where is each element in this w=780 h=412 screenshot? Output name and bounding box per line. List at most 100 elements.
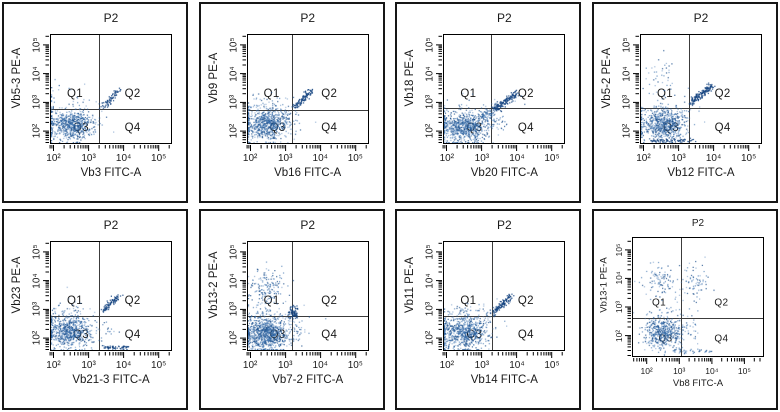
quadrant-label-q1: Q1	[67, 88, 83, 101]
x-tick-label: 10²	[439, 360, 455, 371]
x-tick-label: 10⁵	[741, 153, 757, 164]
quadrant-gate-horizontal-line[interactable]	[51, 316, 171, 318]
quadrant-label-q4: Q4	[517, 121, 534, 134]
quadrant-gate-vertical-line[interactable]	[490, 35, 492, 143]
y-tick-label: 10²	[613, 329, 624, 342]
quadrant-gate-horizontal-line[interactable]	[640, 107, 761, 109]
y-tick-label: 10³	[228, 95, 240, 110]
y-tick-label: 10⁴	[613, 271, 624, 285]
y-tick-label: 10⁵	[228, 244, 240, 260]
flow-cytometry-panel: P2 Vb11 PE-A 10² 10³ 10⁴ 10⁵ Q1 Q2 Q3 Q4…	[395, 209, 582, 410]
plot-area[interactable]: Q1 Q2 Q3 Q4	[246, 241, 369, 351]
gate-title: P2	[103, 11, 119, 25]
plot-area[interactable]: Q1 Q2 Q3 Q4	[443, 241, 566, 351]
x-tick-label: 10²	[46, 153, 61, 164]
quadrant-label-q2: Q2	[517, 88, 534, 101]
quadrant-gate-vertical-line[interactable]	[99, 35, 101, 143]
quadrant-gate-vertical-line[interactable]	[689, 35, 691, 143]
quadrant-label-q1: Q1	[460, 295, 477, 308]
y-axis-tick-marks	[239, 35, 246, 143]
x-axis-tick-marks	[442, 145, 564, 151]
quadrant-gate-vertical-line[interactable]	[681, 238, 683, 356]
x-tick-label: 10⁵	[544, 153, 560, 164]
y-tick-label: 10³	[424, 302, 436, 317]
plot-area[interactable]: Q1 Q2 Q3 Q4	[443, 34, 566, 144]
flow-cytometry-panel: P2 Vb13-2 PE-A 10² 10³ 10⁴ 10⁵ Q1 Q2 Q3 …	[198, 209, 385, 410]
gate-title: P2	[496, 218, 512, 232]
y-tick-label: 10³	[424, 95, 436, 110]
quadrant-gate-horizontal-line[interactable]	[444, 316, 565, 318]
x-axis-label: Vb20 FITC-A	[470, 167, 538, 179]
plot-area[interactable]: Q1 Q2 Q3 Q4	[50, 34, 172, 144]
x-axis-label: Vb14 FITC-A	[470, 374, 538, 386]
x-axis-tick-marks	[639, 145, 760, 151]
y-tick-label: 10²	[424, 123, 436, 139]
x-axis-label: Vb7-2 FITC-A	[272, 374, 344, 386]
y-tick-label: 10²	[228, 123, 240, 139]
x-tick-label: 10⁴	[312, 360, 328, 371]
quadrant-label-q1: Q1	[651, 297, 666, 309]
y-axis-label: Vb11 PE-A	[404, 256, 417, 314]
quadrant-label-q3: Q3	[658, 333, 673, 345]
x-tick-label: 10⁵	[347, 153, 363, 164]
y-axis-tick-marks	[43, 35, 49, 143]
x-tick-label: 10³	[671, 153, 686, 164]
y-tick-label: 10⁵	[621, 37, 633, 53]
quadrant-label-q4: Q4	[714, 121, 731, 134]
y-tick-label: 10⁴	[31, 272, 43, 289]
y-tick-label: 10⁵	[31, 37, 43, 53]
flow-cytometry-panel: P2 Vb9 PE-A 10² 10³ 10⁴ 10⁵ Q1 Q2 Q3 Q4 …	[198, 2, 385, 203]
quadrant-label-q2: Q2	[321, 88, 338, 101]
y-axis-tick-marks	[239, 242, 246, 350]
gate-title: P2	[691, 218, 705, 229]
x-tick-label: 10³	[81, 153, 96, 164]
x-tick-label: 10⁴	[509, 153, 525, 164]
y-tick-label: 10²	[621, 123, 633, 139]
quadrant-gate-horizontal-line[interactable]	[51, 108, 171, 110]
quadrant-gate-vertical-line[interactable]	[99, 242, 101, 350]
quadrant-label-q4: Q4	[714, 333, 729, 345]
y-tick-label: 10⁵	[424, 37, 436, 53]
quadrant-gate-horizontal-line[interactable]	[444, 107, 565, 109]
x-axis-tick-marks	[246, 352, 367, 358]
plot-area[interactable]: Q1 Q2 Q3 Q4	[50, 241, 172, 351]
gate-title: P2	[496, 11, 512, 25]
x-axis-tick-marks	[633, 358, 761, 364]
flow-cytometry-panel: P2 Vb13-1 PE-A 10² 10³ 10⁴ 10⁵ Q1 Q2 Q3 …	[591, 209, 778, 410]
quadrant-gate-horizontal-line[interactable]	[632, 318, 763, 320]
x-tick-label: 10³	[81, 360, 96, 371]
plot-area[interactable]: Q1 Q2 Q3 Q4	[631, 237, 764, 357]
gate-title: P2	[693, 11, 709, 25]
y-tick-label: 10⁴	[228, 65, 240, 82]
quadrant-label-q1: Q1	[67, 295, 83, 308]
quadrant-label-q4: Q4	[124, 121, 141, 134]
quadrant-label-q3: Q3	[73, 121, 89, 134]
y-tick-label: 10³	[621, 95, 633, 110]
y-tick-label: 10⁵	[424, 244, 436, 260]
quadrant-label-q1: Q1	[263, 88, 280, 101]
x-tick-label: 10³	[277, 153, 293, 164]
x-tick-label: 10⁴	[312, 153, 328, 164]
x-tick-label: 10⁴	[115, 153, 132, 164]
y-tick-label: 10⁵	[31, 244, 43, 260]
quadrant-gate-vertical-line[interactable]	[292, 242, 294, 350]
x-axis-label: Vb21-3 FITC-A	[72, 374, 150, 386]
y-tick-label: 10⁵	[613, 243, 624, 257]
y-axis-label: Vb23 PE-A	[11, 256, 23, 314]
quadrant-gate-horizontal-line[interactable]	[247, 109, 368, 111]
y-axis-label: Vb5-2 PE-A	[600, 47, 613, 109]
x-tick-label: 10²	[636, 153, 651, 164]
y-axis-label: Vb13-2 PE-A	[207, 251, 220, 319]
y-tick-label: 10⁴	[228, 272, 240, 289]
flow-cytometry-panel: P2 Vb18 PE-A 10² 10³ 10⁴ 10⁵ Q1 Q2 Q3 Q4…	[395, 2, 582, 203]
y-tick-label: 10³	[31, 95, 43, 110]
plot-area[interactable]: Q1 Q2 Q3 Q4	[246, 34, 369, 144]
quadrant-label-q4: Q4	[124, 328, 141, 341]
quadrant-gate-vertical-line[interactable]	[292, 35, 294, 143]
quadrant-label-q2: Q2	[714, 88, 731, 101]
flow-cytometry-panel: P2 Vb23 PE-A 10² 10³ 10⁴ 10⁵ Q1 Q2 Q3 Q4…	[2, 209, 188, 410]
plot-area[interactable]: Q1 Q2 Q3 Q4	[639, 34, 762, 144]
quadrant-gate-horizontal-line[interactable]	[247, 315, 368, 317]
quadrant-gate-vertical-line[interactable]	[491, 242, 493, 350]
